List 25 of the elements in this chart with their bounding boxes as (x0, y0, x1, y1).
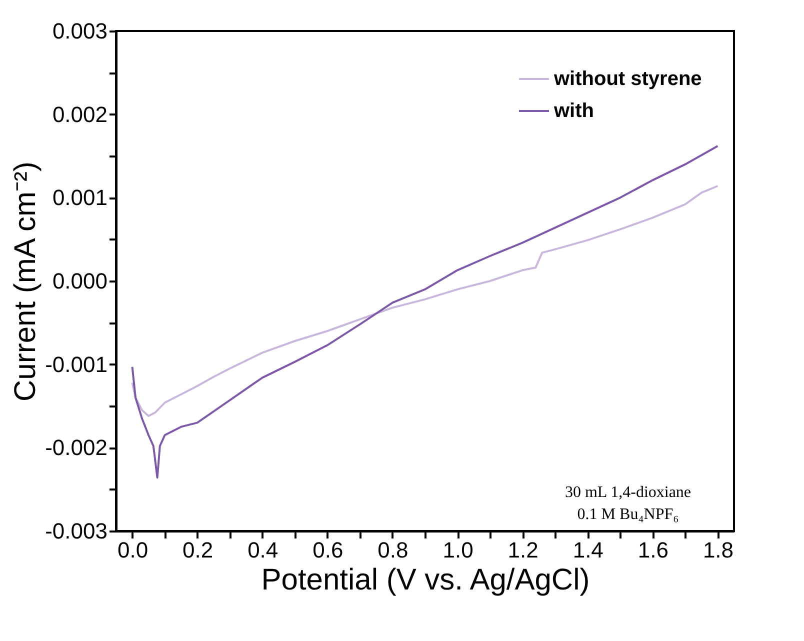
line-series (131, 185, 719, 417)
y-tick-label: -0.002 (45, 435, 108, 460)
y-tick-label: -0.003 (45, 518, 108, 544)
x-tick-label: 0.4 (248, 538, 278, 562)
x-tick-label: 1.4 (572, 538, 604, 562)
y-tick-label: 0.001 (52, 185, 108, 210)
annotation: 30 mL 1,4-dioxiane (564, 484, 692, 501)
x-tick-label: 0.8 (378, 538, 408, 562)
y-tick-label: 0.003 (52, 18, 108, 44)
x-tick-label: 1.6 (638, 538, 668, 562)
x-tick-label: 0.0 (117, 538, 148, 562)
y-tick-label: -0.001 (45, 352, 108, 377)
line-series (131, 145, 719, 479)
annotation: 0.1 M Bu₄NPF₆ (577, 506, 679, 523)
x-tick-label: 1.2 (508, 538, 538, 562)
x-tick-label: 0.6 (312, 538, 344, 562)
legend-label: with (553, 100, 594, 122)
y-tick-label: 0.002 (52, 102, 108, 127)
y-tick-label: 0.000 (52, 268, 108, 294)
x-axis-title: Potential (V vs. Ag/AgCl) (261, 564, 590, 596)
x-tick-label: 1.0 (442, 538, 474, 562)
legend-label: without styrene (553, 68, 702, 90)
x-tick-label: 0.2 (182, 538, 214, 562)
y-axis-title: Current (mA cm⁻²) (9, 161, 42, 402)
x-tick-label: 1.8 (702, 538, 734, 562)
